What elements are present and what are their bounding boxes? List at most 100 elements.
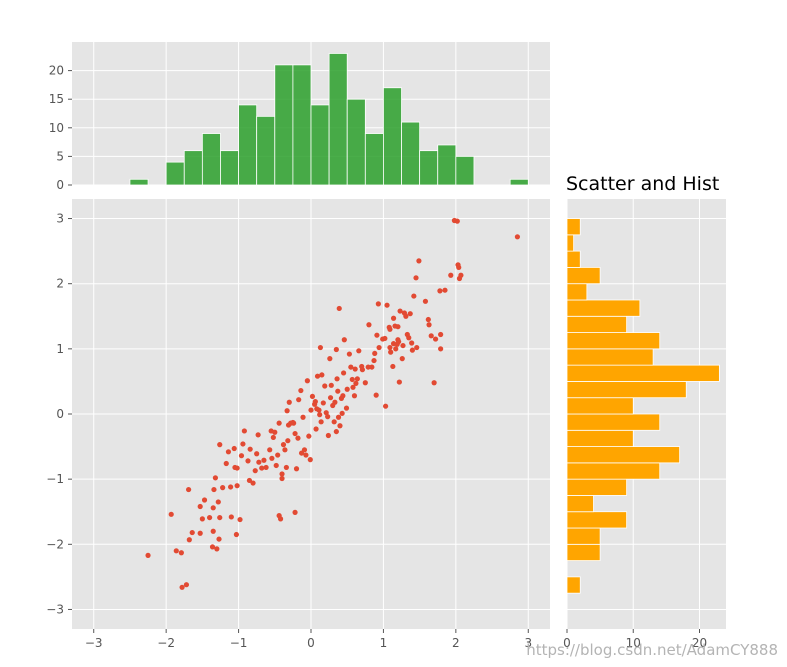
- scatter-point: [296, 397, 302, 403]
- scatter-point: [325, 414, 331, 420]
- scatter-point: [316, 407, 322, 413]
- top-histogram-y-tick-label: 5: [56, 149, 64, 163]
- scatter-point: [438, 331, 444, 338]
- scatter-gridlines: [72, 199, 550, 629]
- scatter-point: [275, 452, 281, 458]
- scatter-point: [197, 503, 203, 510]
- scatter-point: [393, 346, 399, 352]
- top-histogram-bar: [165, 161, 185, 186]
- scatter-point: [282, 447, 288, 453]
- right-histogram-bar: [566, 364, 720, 382]
- scatter-point: [228, 514, 234, 520]
- scatter-point: [231, 445, 237, 452]
- scatter-point: [214, 546, 220, 552]
- scatter-point: [390, 315, 397, 321]
- scatter-point: [234, 483, 240, 489]
- scatter-point: [277, 516, 284, 522]
- scatter-point: [442, 287, 448, 293]
- scatter-point: [183, 582, 190, 588]
- scatter-y-tick-label: 0: [56, 407, 64, 421]
- scatter-panel: −3 −2 −1 0 1 2 3 −3 −2 −1 0 1 2 3: [46, 199, 550, 650]
- scatter-point: [240, 441, 246, 447]
- scatter-point: [319, 372, 325, 378]
- top-histogram-y-tick-label: 10: [49, 121, 64, 135]
- scatter-point: [333, 346, 339, 353]
- scatter-point: [255, 432, 261, 438]
- scatter-point: [411, 293, 417, 299]
- scatter-point: [356, 348, 362, 354]
- scatter-point: [261, 457, 267, 463]
- top-histogram-bar: [509, 178, 529, 186]
- scatter-point: [245, 458, 251, 464]
- scatter-point: [247, 446, 253, 452]
- top-histogram-bar: [437, 144, 457, 186]
- top-histogram-bar: [201, 133, 221, 186]
- scatter-point: [343, 405, 350, 411]
- scatter-x-tick-label: −1: [230, 636, 248, 650]
- scatter-point: [234, 465, 240, 471]
- scatter-point: [270, 434, 276, 441]
- scatter-point: [317, 344, 324, 351]
- scatter-point: [334, 376, 340, 382]
- scatter-point: [320, 400, 326, 406]
- scatter-x-tick-label: 2: [452, 636, 460, 650]
- scatter-point: [396, 339, 402, 345]
- top-histogram-y-tick-label: 15: [49, 92, 64, 106]
- scatter-point: [308, 407, 314, 413]
- scatter-point: [340, 370, 347, 376]
- scatter-point: [431, 380, 437, 386]
- scatter-point: [399, 356, 405, 362]
- scatter-point: [390, 363, 396, 370]
- scatter-x-tick-label: −3: [85, 636, 103, 650]
- right-histogram-bar: [566, 527, 601, 545]
- scatter-point: [280, 442, 287, 448]
- right-histogram-bar: [566, 446, 681, 464]
- scatter-point: [438, 346, 444, 352]
- scatter-point: [220, 485, 226, 491]
- scatter-point: [375, 301, 381, 307]
- scatter-point: [336, 305, 342, 312]
- scatter-point: [223, 460, 229, 467]
- scatter-point: [233, 531, 240, 538]
- scatter-point: [293, 466, 300, 472]
- scatter-y-tick-label: −3: [46, 602, 64, 616]
- scatter-point: [217, 514, 223, 521]
- scatter-point: [397, 308, 403, 314]
- scatter-point: [396, 379, 402, 385]
- right-histogram-bar: [566, 267, 601, 285]
- scatter-point: [168, 511, 174, 517]
- scatter-point: [388, 349, 394, 355]
- scatter-point: [407, 311, 413, 317]
- scatter-point: [333, 428, 339, 435]
- scatter-point: [382, 335, 388, 342]
- scatter-point: [349, 376, 355, 383]
- right-histogram-bar: [566, 413, 661, 431]
- top-histogram-bar: [129, 178, 149, 186]
- scatter-point: [335, 388, 341, 394]
- scatter-x-tick-label: −2: [157, 636, 175, 650]
- scatter-point: [295, 435, 301, 441]
- scatter-point: [228, 484, 234, 490]
- scatter-point: [403, 313, 409, 319]
- scatter-point: [189, 529, 195, 536]
- right-histogram-bar: [566, 397, 634, 415]
- scatter-point: [178, 550, 184, 556]
- scatter-x-tick-label: 1: [380, 636, 388, 650]
- right-histogram-bar: [566, 332, 661, 350]
- scatter-point: [346, 351, 352, 357]
- scatter-point: [456, 264, 462, 271]
- scatter-point: [409, 340, 415, 346]
- scatter-point: [309, 393, 316, 400]
- scatter-point: [384, 302, 390, 308]
- top-histogram-bar: [274, 64, 294, 186]
- scatter-points: [145, 217, 521, 590]
- scatter-point: [437, 288, 443, 294]
- scatter-point: [283, 464, 289, 471]
- scatter-point: [215, 499, 221, 505]
- scatter-point: [373, 392, 379, 398]
- scatter-point: [372, 350, 378, 357]
- scatter-point: [376, 344, 382, 351]
- top-histogram-bar: [183, 150, 203, 186]
- right-histogram-bar: [566, 429, 634, 447]
